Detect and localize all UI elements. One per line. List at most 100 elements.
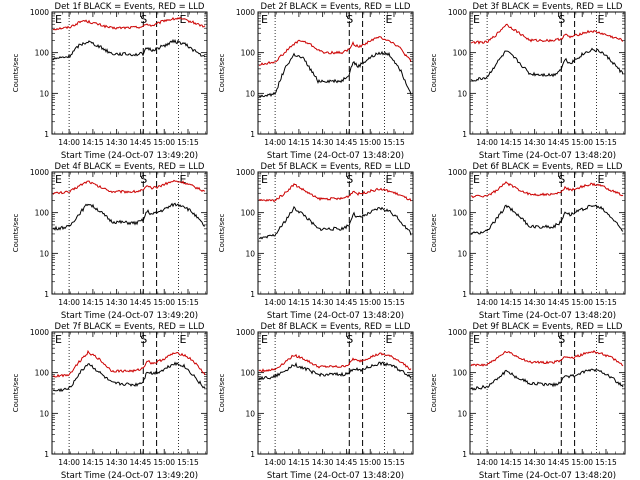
x-tick-label: 15:15 — [595, 298, 617, 307]
series-line — [470, 47, 624, 82]
x-tick-label: 15:15 — [177, 138, 199, 147]
marker-label: S — [558, 333, 565, 346]
x-tick-label: 15:00 — [571, 458, 593, 467]
marker-label: E — [55, 13, 62, 26]
x-tick-label: 14:00 — [58, 298, 80, 307]
x-tick-label: 14:15 — [288, 138, 310, 147]
x-tick-label: 14:15 — [288, 458, 310, 467]
x-tick-label: 15:15 — [383, 298, 405, 307]
chart-title: Det 1f BLACK = Events, RED = LLD — [55, 2, 205, 12]
marker-label: E — [385, 333, 392, 346]
chart-panel-1: Det 1f BLACK = Events, RED = LLD Counts/s… — [12, 2, 208, 161]
y-tick-label: 100 — [241, 209, 256, 218]
marker-label: E — [179, 173, 186, 186]
marker-label: E — [385, 13, 392, 26]
y-axis-label: Counts/sec — [12, 54, 20, 93]
x-tick-label: 15:15 — [595, 458, 617, 467]
y-axis-label: Counts/sec — [430, 54, 438, 93]
marker-label: E — [179, 333, 186, 346]
y-tick-label: 1 — [462, 130, 467, 139]
x-tick-label: 14:30 — [524, 458, 546, 467]
y-tick-label: 100 — [453, 369, 468, 378]
x-tick-label: 14:15 — [500, 458, 522, 467]
y-tick-label: 100 — [35, 209, 50, 218]
series-line — [470, 368, 624, 391]
x-tick-label: 15:00 — [359, 138, 381, 147]
marker-label: E — [597, 13, 604, 26]
marker-label: E — [261, 13, 268, 26]
marker-label: S — [346, 173, 353, 186]
y-tick-label: 1 — [250, 130, 255, 139]
marker-label: S — [346, 13, 353, 26]
marker-label: S — [346, 333, 353, 346]
y-tick-label: 100 — [453, 49, 468, 58]
x-tick-label: 14:45 — [130, 138, 152, 147]
plot-frame — [51, 331, 208, 455]
x-axis-label: Start Time (24-Oct-07 13:49:20) — [61, 471, 198, 480]
x-tick-label: 14:30 — [524, 298, 546, 307]
chart-panel-6: Det 6f BLACK = Events, RED = LLD Counts/s… — [430, 162, 626, 321]
y-tick-label: 1000 — [448, 328, 467, 337]
x-tick-label: 14:15 — [500, 138, 522, 147]
y-tick-label: 100 — [241, 49, 256, 58]
x-axis-label: Start Time (24-Oct-07 13:48:20) — [267, 471, 404, 480]
x-tick-label: 14:30 — [106, 458, 128, 467]
x-tick-label: 14:15 — [82, 138, 104, 147]
x-tick-label: 15:15 — [177, 298, 199, 307]
x-tick-label: 15:00 — [359, 458, 381, 467]
x-tick-label: 14:45 — [548, 458, 570, 467]
series-line — [258, 50, 412, 98]
x-axis-label: Start Time (24-Oct-07 13:48:20) — [479, 311, 616, 321]
x-tick-label: 14:00 — [264, 138, 286, 147]
y-axis-label: Counts/sec — [218, 214, 226, 253]
series-line — [52, 38, 206, 61]
plot-frame — [257, 11, 414, 135]
series-line — [52, 349, 206, 378]
series-line — [258, 205, 412, 240]
x-tick-label: 14:00 — [476, 138, 498, 147]
plot-frame — [469, 171, 626, 295]
series-line — [470, 349, 624, 367]
x-tick-label: 14:30 — [106, 298, 128, 307]
y-tick-label: 10 — [245, 409, 255, 418]
marker-label: E — [55, 333, 62, 346]
y-tick-label: 100 — [453, 209, 468, 218]
x-tick-label: 14:45 — [336, 298, 358, 307]
x-tick-label: 14:00 — [476, 458, 498, 467]
y-tick-label: 10 — [457, 89, 467, 98]
x-tick-label: 14:30 — [312, 458, 334, 467]
y-tick-label: 100 — [241, 369, 256, 378]
x-tick-label: 14:15 — [82, 458, 104, 467]
x-tick-label: 14:00 — [476, 298, 498, 307]
y-tick-label: 1000 — [30, 168, 49, 177]
chart-panel-4: Det 4f BLACK = Events, RED = LLD Counts/s… — [12, 162, 208, 321]
y-axis-label: Counts/sec — [430, 214, 438, 253]
y-tick-label: 10 — [39, 249, 49, 258]
x-tick-label: 14:15 — [288, 298, 310, 307]
y-axis-label: Counts/sec — [218, 374, 226, 413]
x-axis-label: Start Time (24-Oct-07 13:48:20) — [479, 471, 616, 480]
y-tick-label: 1000 — [236, 328, 255, 337]
series-line — [470, 181, 624, 199]
chart-title: Det 3f BLACK = Events, RED = LLD — [473, 2, 623, 12]
x-tick-label: 15:15 — [383, 138, 405, 147]
marker-label: E — [473, 333, 480, 346]
x-tick-label: 14:15 — [500, 298, 522, 307]
x-tick-label: 14:00 — [58, 138, 80, 147]
y-tick-label: 1 — [44, 290, 49, 299]
y-tick-label: 10 — [39, 409, 49, 418]
x-tick-label: 14:45 — [548, 138, 570, 147]
chart-panel-5: Det 5f BLACK = Events, RED = LLD Counts/s… — [218, 162, 414, 321]
plot-frame — [257, 171, 414, 295]
y-tick-label: 10 — [457, 249, 467, 258]
y-tick-label: 100 — [35, 369, 50, 378]
chart-panel-2: Det 2f BLACK = Events, RED = LLD Counts/s… — [218, 2, 414, 161]
chart-panel-8: Det 8f BLACK = Events, RED = LLD Counts/s… — [218, 322, 414, 480]
marker-label: E — [473, 173, 480, 186]
marker-label: E — [385, 173, 392, 186]
x-axis-label: Start Time (24-Oct-07 13:49:20) — [61, 311, 198, 321]
x-tick-label: 14:30 — [524, 138, 546, 147]
series-line — [470, 23, 624, 45]
plot-frame — [469, 11, 626, 135]
chart-title: Det 8f BLACK = Events, RED = LLD — [261, 322, 411, 332]
